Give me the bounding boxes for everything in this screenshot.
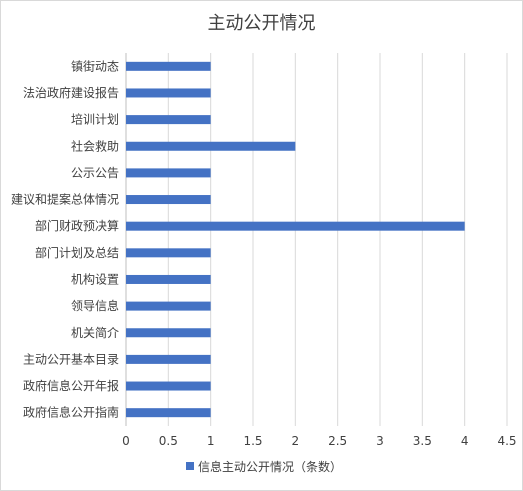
x-tick-label: 0 bbox=[122, 434, 130, 448]
bar bbox=[126, 168, 211, 178]
category-label: 公示公告 bbox=[71, 166, 119, 180]
x-tick-label: 0.5 bbox=[159, 434, 178, 448]
category-label: 政府信息公开指南 bbox=[23, 405, 119, 420]
category-label: 培训计划 bbox=[71, 112, 119, 127]
x-tick-label: 4 bbox=[461, 434, 469, 448]
bar bbox=[126, 61, 211, 71]
x-tick-label: 3 bbox=[376, 434, 384, 448]
bar bbox=[126, 328, 211, 338]
bar bbox=[126, 115, 211, 125]
category-label: 镇街动态 bbox=[71, 59, 119, 73]
bar bbox=[126, 408, 211, 418]
x-tick-label: 2.5 bbox=[328, 434, 347, 448]
category-label: 社会救助 bbox=[71, 138, 119, 153]
bar bbox=[126, 195, 211, 205]
x-tick-label: 1.5 bbox=[243, 434, 262, 448]
category-label: 机关简介 bbox=[71, 326, 119, 340]
category-label: 政府信息公开年报 bbox=[23, 378, 119, 393]
category-label: 主动公开基本目录 bbox=[23, 352, 119, 366]
x-tick-label: 3.5 bbox=[413, 434, 432, 448]
bar bbox=[126, 301, 211, 311]
bar bbox=[126, 221, 465, 231]
category-label: 建议和提案总体情况 bbox=[11, 192, 119, 207]
bar bbox=[126, 381, 211, 391]
category-label: 部门财政预决算 bbox=[35, 218, 119, 233]
legend-swatch bbox=[186, 462, 194, 470]
x-tick-label: 2 bbox=[292, 434, 300, 448]
chart-title: 主动公开情况 bbox=[207, 13, 316, 34]
x-tick-label: 1 bbox=[207, 434, 215, 448]
bar bbox=[126, 354, 211, 364]
x-tick-label: 4.5 bbox=[497, 434, 516, 448]
category-label: 部门计划及总结 bbox=[35, 245, 119, 260]
bar bbox=[126, 274, 211, 284]
bar bbox=[126, 88, 211, 98]
category-label: 领导信息 bbox=[71, 298, 119, 313]
bar bbox=[126, 248, 211, 258]
bar bbox=[126, 141, 296, 151]
category-label: 法治政府建设报告 bbox=[23, 85, 119, 100]
legend-label: 信息主动公开情况（条数） bbox=[198, 459, 342, 474]
category-label: 机构设置 bbox=[71, 271, 119, 286]
